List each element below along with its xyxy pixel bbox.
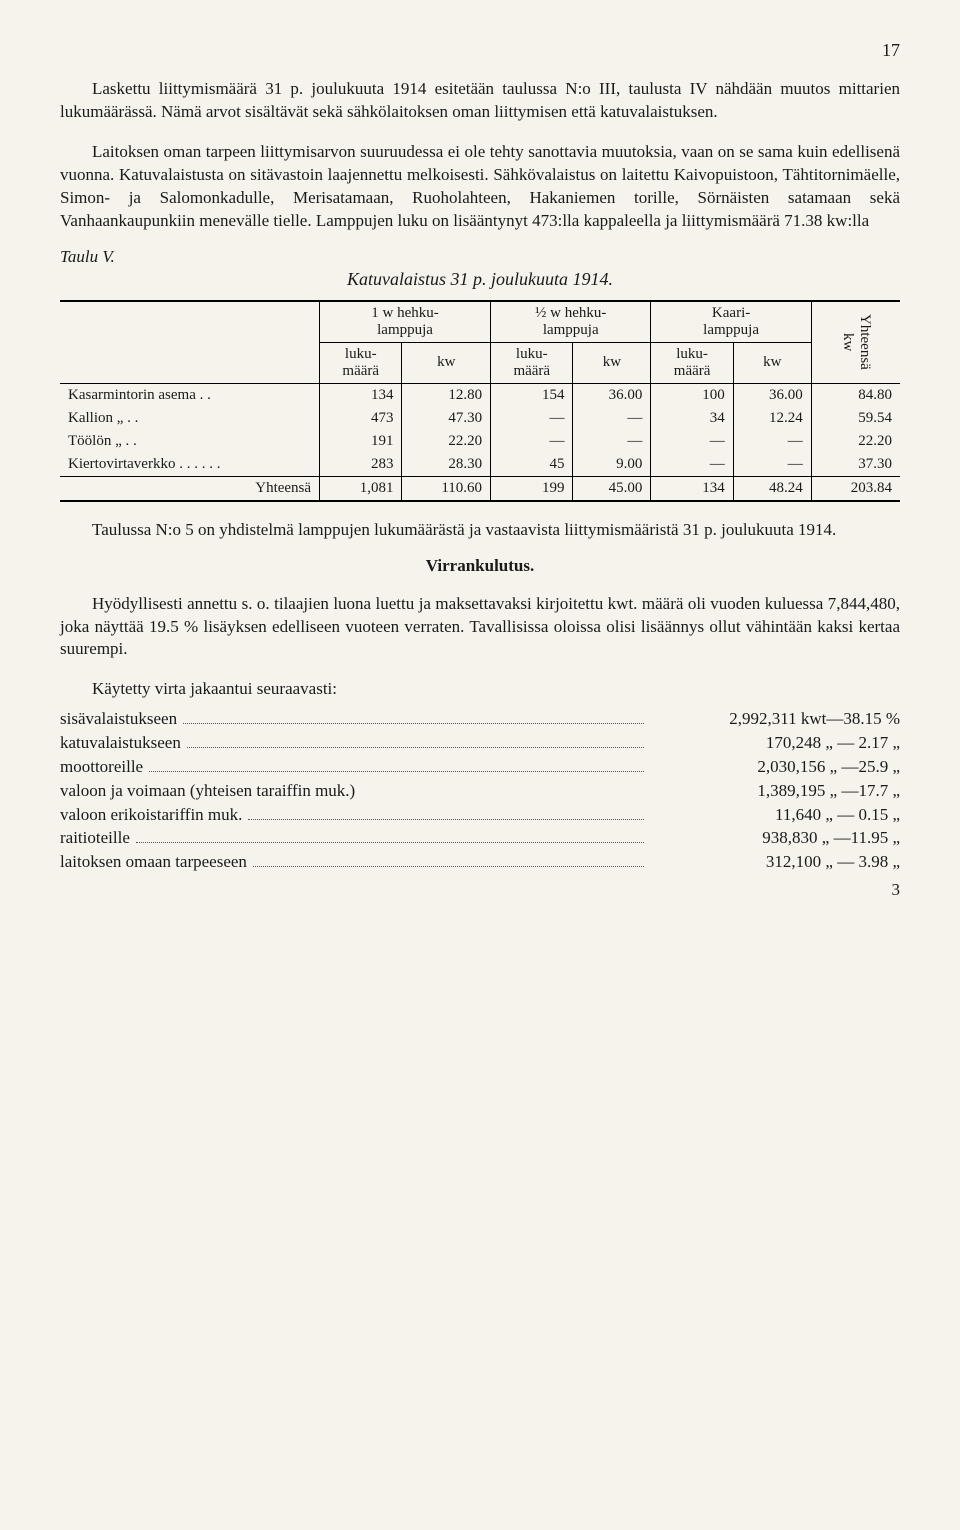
table-row: Töölön „ . .19122.20————22.20 (60, 430, 900, 453)
sub-luku-1: luku- määrä (320, 342, 402, 383)
breakdown-row: sisävalaistukseen2,992,311 kwt—38.15 % (60, 707, 900, 731)
sub-kw-1: kw (402, 342, 491, 383)
sub-kw-3: kw (733, 342, 811, 383)
table-label: Taulu V. (60, 247, 900, 267)
breakdown-row: valoon erikoistariffin muk.11,640 „ — 0.… (60, 803, 900, 827)
paragraph-3: Taulussa N:o 5 on yhdistelmä lamppujen l… (60, 519, 900, 542)
paragraph-4: Hyödyllisesti annettu s. o. tilaajien lu… (60, 593, 900, 662)
breakdown-row: katuvalaistukseen170,248 „ — 2.17 „ (60, 731, 900, 755)
sub-luku-3: luku- määrä (651, 342, 733, 383)
paragraph-2: Laitoksen oman tarpeen liittymisarvon su… (60, 141, 900, 233)
sub-kw-2: kw (573, 342, 651, 383)
table-row: Kasarmintorin asema . .13412.8015436.001… (60, 383, 900, 407)
breakdown-list: sisävalaistukseen2,992,311 kwt—38.15 %ka… (60, 707, 900, 874)
col-total: Yhteensä kw (811, 301, 900, 384)
lamp-table: 1 w hehku- lamppuja ½ w hehku- lamppuja … (60, 300, 900, 502)
table-row: Kiertovirtaverkko . . . . . .28328.30459… (60, 453, 900, 477)
table-total-row: Yhteensä1,081110.6019945.0013448.24203.8… (60, 476, 900, 501)
page-number: 17 (60, 40, 900, 61)
section-heading: Virrankulutus. (60, 556, 900, 576)
sub-luku-2: luku- määrä (491, 342, 573, 383)
breakdown-row: valoon ja voimaan (yhteisen taraiffin mu… (60, 779, 900, 803)
breakdown-row: raitioteille938,830 „ —11.95 „ (60, 826, 900, 850)
breakdown-row: moottoreille2,030,156 „ —25.9 „ (60, 755, 900, 779)
col-group-3: Kaari- lamppuja (651, 301, 811, 343)
breakdown-row: laitoksen omaan tarpeeseen312,100 „ — 3.… (60, 850, 900, 874)
footer-number: 3 (60, 880, 900, 900)
table-title: Katuvalaistus 31 p. joulukuuta 1914. (60, 269, 900, 290)
col-group-1: 1 w hehku- lamppuja (320, 301, 491, 343)
table-row: Kallion „ . .47347.30——3412.2459.54 (60, 407, 900, 430)
breakdown-lead: Käytetty virta jakaantui seuraavasti: (60, 678, 900, 701)
col-group-2: ½ w hehku- lamppuja (491, 301, 651, 343)
paragraph-1: Laskettu liittymismäärä 31 p. joulukuuta… (60, 78, 900, 124)
